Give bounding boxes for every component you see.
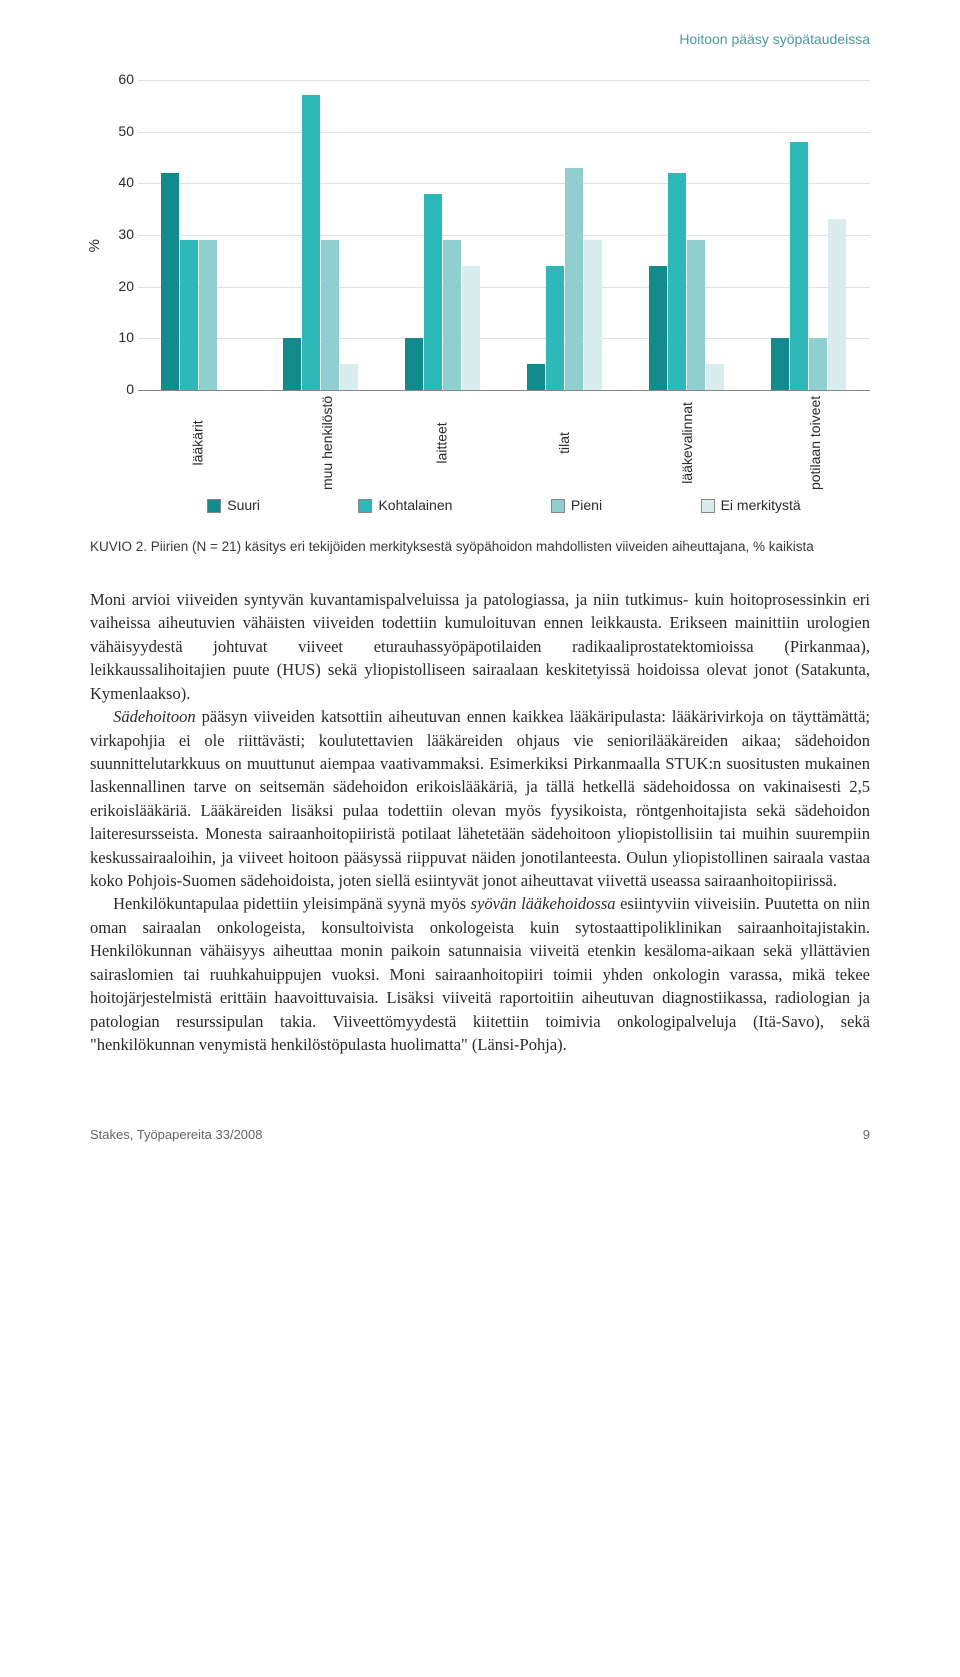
category-label: muu henkilöstö xyxy=(281,396,361,486)
y-tick-label: 50 xyxy=(110,122,134,142)
legend-swatch xyxy=(701,499,715,513)
plot-area: 0102030405060 xyxy=(110,80,870,390)
bar xyxy=(462,266,480,390)
bar xyxy=(771,338,789,390)
legend-item: Ei merkitystä xyxy=(701,496,801,516)
bar xyxy=(199,240,217,390)
category-label: lääkevalinnat xyxy=(647,396,727,486)
y-tick-label: 10 xyxy=(110,328,134,348)
legend-label: Ei merkitystä xyxy=(721,496,801,516)
legend-swatch xyxy=(551,499,565,513)
y-axis-label: % xyxy=(90,80,110,390)
category-label: laitteet xyxy=(403,396,483,486)
legend-label: Suuri xyxy=(227,496,260,516)
bar xyxy=(340,364,358,390)
y-tick-label: 40 xyxy=(110,173,134,193)
bar xyxy=(405,338,423,390)
y-tick-label: 0 xyxy=(110,380,134,400)
page-footer: Stakes, Työpapereita 33/2008 9 xyxy=(90,1126,870,1144)
bar xyxy=(283,338,301,390)
bar xyxy=(565,168,583,390)
bar xyxy=(668,173,686,390)
bar xyxy=(302,95,320,390)
bar xyxy=(424,194,442,390)
bar xyxy=(649,266,667,390)
bar xyxy=(443,240,461,390)
y-tick-label: 60 xyxy=(110,70,134,90)
bar xyxy=(687,240,705,390)
bar-group xyxy=(161,80,237,390)
category-labels: lääkärit muu henkilöstö laitteet tilat lääke… xyxy=(138,396,870,486)
bar xyxy=(180,240,198,390)
legend-item: Suuri xyxy=(207,496,260,516)
legend-swatch xyxy=(207,499,221,513)
footer-right: 9 xyxy=(863,1126,870,1144)
bar-group xyxy=(405,80,481,390)
figure-caption: KUVIO 2. Piirien (N = 21) käsitys eri te… xyxy=(90,538,870,556)
y-tick-label: 30 xyxy=(110,225,134,245)
page-header: Hoitoon pääsy syöpätaudeissa xyxy=(90,30,870,50)
legend-label: Pieni xyxy=(571,496,602,516)
legend-item: Kohtalainen xyxy=(358,496,452,516)
chart: % 0102030405060 lääkäritmuu henkilöstöla… xyxy=(90,80,870,516)
category-label: tilat xyxy=(525,396,605,486)
bar xyxy=(161,173,179,390)
y-tick-label: 20 xyxy=(110,277,134,297)
legend-item: Pieni xyxy=(551,496,602,516)
legend: Suuri Kohtalainen Pieni Ei merkitystä xyxy=(138,496,870,516)
body-text: Moni arvioi viiveiden syntyvän kuvantami… xyxy=(90,588,870,1056)
bar xyxy=(828,219,846,390)
bar xyxy=(321,240,339,390)
legend-swatch xyxy=(358,499,372,513)
bar-group xyxy=(649,80,725,390)
category-label: potilaan toiveet xyxy=(769,396,849,486)
bar-group xyxy=(527,80,603,390)
legend-label: Kohtalainen xyxy=(378,496,452,516)
paragraph: Sädehoitoon pääsyn viiveiden katsottiin … xyxy=(90,705,870,892)
paragraph: Henkilökuntapulaa pidettiin yleisimpänä … xyxy=(90,892,870,1056)
bar xyxy=(706,364,724,390)
paragraph: Moni arvioi viiveiden syntyvän kuvantami… xyxy=(90,588,870,705)
bar xyxy=(809,338,827,390)
bar-group xyxy=(771,80,847,390)
bar xyxy=(546,266,564,390)
bar xyxy=(790,142,808,390)
bar xyxy=(527,364,545,390)
y-axis-label-text: % xyxy=(84,239,105,252)
footer-left: Stakes, Työpapereita 33/2008 xyxy=(90,1126,263,1144)
bar xyxy=(584,240,602,390)
category-label: lääkärit xyxy=(159,396,239,486)
bar-group xyxy=(283,80,359,390)
